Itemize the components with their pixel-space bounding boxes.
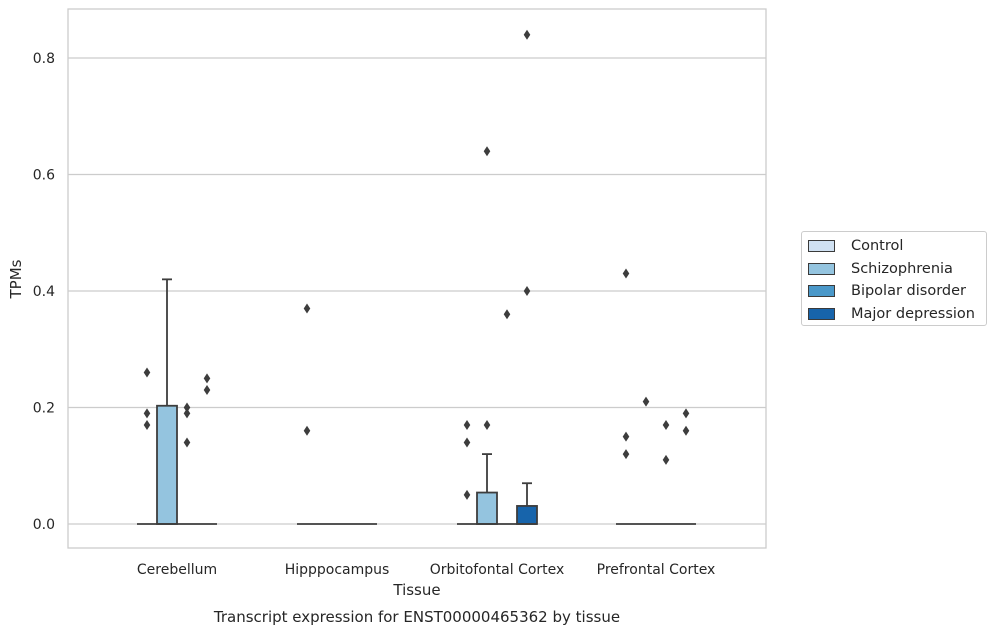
outlier-point (682, 425, 690, 436)
outlier-point (463, 419, 471, 430)
box-cerebellum-bipolar-disorder (177, 402, 197, 525)
x-axis-label: Tissue (392, 581, 440, 599)
y-tick-label: 0.2 (33, 401, 55, 417)
x-tick-label: Prefrontal Cortex (597, 562, 716, 578)
box-prefrontal-cortex-schizophrenia (636, 396, 656, 525)
outlier-point (203, 373, 211, 384)
legend-label: Control (851, 238, 904, 255)
y-axis: 0.0 0.2 0.4 0.6 0.8 (33, 51, 55, 533)
box (156, 404, 178, 525)
legend-item: Major depression (808, 303, 986, 326)
legend-item: Control (808, 235, 986, 258)
outlier-point (183, 408, 191, 419)
y-axis-label: TPMs (7, 259, 25, 299)
outlier-point (303, 425, 311, 436)
y-tick-label: 0.6 (33, 168, 55, 184)
box-prefrontal-cortex-control (616, 268, 636, 525)
x-axis: Cerebellum Hipppocampus Orbitofontal Corte… (137, 562, 715, 578)
legend-swatch (808, 307, 835, 320)
box-orbitofontal-cortex-bipolar-disorder (497, 309, 517, 525)
outlier-point (483, 419, 491, 430)
box-cerebellum-major-depression (197, 373, 217, 525)
outlier-point (662, 454, 670, 465)
y-tick-label: 0.4 (33, 284, 55, 300)
outlier-point (523, 29, 531, 40)
box (516, 505, 538, 525)
box-orbitofontal-cortex-control (457, 419, 477, 525)
outlier-point (682, 408, 690, 419)
outlier-point (463, 489, 471, 500)
box-hipppocampus-control (297, 303, 317, 525)
legend-label: Schizophrenia (851, 260, 953, 277)
box-prefrontal-cortex-major-depression (676, 408, 696, 525)
legend-label: Bipolar disorder (851, 283, 966, 300)
plot-frame (67, 8, 767, 549)
box-cerebellum-control (137, 367, 157, 525)
x-tick-label: Orbitofontal Cortex (430, 562, 565, 578)
outlier-point (143, 419, 151, 430)
legend-label: Major depression (851, 305, 975, 322)
outlier-point (622, 431, 630, 442)
y-tick-label: 0.0 (33, 517, 55, 533)
outlier-point (642, 396, 650, 407)
legend: Control Schizophrenia Bipolar disorder Majo… (801, 231, 987, 326)
x-tick-label: Hipppocampus (285, 562, 390, 578)
legend-swatch (808, 240, 835, 253)
legend-swatch (808, 262, 835, 275)
legend-item: Schizophrenia (808, 258, 986, 281)
outlier-point (143, 408, 151, 419)
outlier-point (622, 268, 630, 279)
outlier-point (143, 367, 151, 378)
box-cerebellum-schizophrenia (156, 278, 178, 525)
chart-title: Transcript expression for ENST0000046536… (213, 608, 620, 626)
outlier-point (622, 449, 630, 460)
outlier-point (483, 146, 491, 157)
outlier-point (183, 402, 191, 413)
x-tick-label: Cerebellum (137, 562, 217, 578)
box-prefrontal-cortex-bipolar-disorder (656, 419, 676, 525)
outlier-point (662, 419, 670, 430)
legend-swatch (808, 285, 835, 298)
outlier-point (183, 437, 191, 448)
y-tick-label: 0.8 (33, 51, 55, 67)
outlier-point (303, 303, 311, 314)
outlier-point (523, 286, 531, 296)
outlier-point (463, 437, 471, 448)
box-orbitofontal-cortex-major-depression (516, 29, 538, 525)
box-orbitofontal-cortex-schizophrenia (476, 146, 498, 525)
box-layer (137, 29, 696, 525)
outlier-point (203, 385, 211, 396)
box (476, 491, 498, 525)
outlier-point (503, 309, 511, 320)
legend-item: Bipolar disorder (808, 280, 986, 303)
